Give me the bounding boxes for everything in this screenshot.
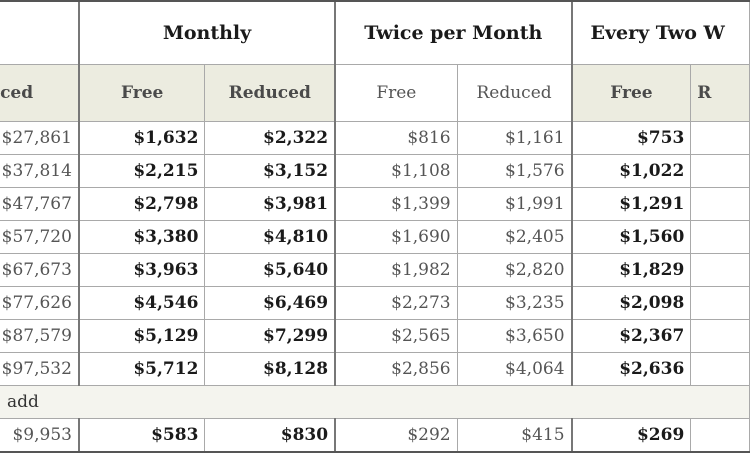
- cell-annual-reduced: $77,626: [0, 286, 80, 320]
- cell-monthly-free: $3,380: [77, 220, 206, 254]
- cell-annual-reduced: $87,579: [0, 319, 80, 353]
- cell-monthly-free: $5,129: [77, 319, 206, 353]
- cell-annual-reduced: $37,814: [0, 154, 80, 188]
- cell-biweekly-reduced: [690, 121, 750, 155]
- cell-biweekly-free: $1,022: [570, 154, 692, 188]
- cell-biweekly-reduced: [690, 418, 750, 453]
- cell-annual-reduced: $57,720: [0, 220, 80, 254]
- cell-monthly-free: $2,215: [77, 154, 206, 188]
- subheader-row: educed Free Reduced Free Reduced Free R: [0, 64, 750, 122]
- cell-biweekly-free: $1,560: [570, 220, 692, 254]
- subheader-monthly-free: Free: [77, 64, 206, 122]
- cell-twice-reduced: $415: [456, 418, 573, 453]
- cell-annual-reduced: $9,953: [0, 418, 80, 453]
- subheader-monthly-reduced: Reduced: [204, 64, 336, 122]
- cell-biweekly-free: $2,098: [570, 286, 692, 320]
- header-group-first: [0, 0, 80, 65]
- cell-twice-reduced: $2,405: [456, 220, 573, 254]
- cell-monthly-reduced: $6,469: [204, 286, 336, 320]
- cell-annual-reduced: $27,861: [0, 121, 80, 155]
- cell-biweekly-reduced: [690, 352, 750, 386]
- table-row: $47,767 $2,798 $3,981 $1,399 $1,991 $1,2…: [0, 187, 750, 221]
- cell-biweekly-free: $2,367: [570, 319, 692, 353]
- cell-twice-free: $1,690: [334, 220, 458, 254]
- cell-monthly-free: $583: [77, 418, 206, 453]
- subheader-twice-free: Free: [334, 64, 458, 122]
- cell-monthly-reduced: $8,128: [204, 352, 336, 386]
- cell-biweekly-free: $1,829: [570, 253, 692, 287]
- cell-biweekly-free: $1,291: [570, 187, 692, 221]
- table-row: $87,579 $5,129 $7,299 $2,565 $3,650 $2,3…: [0, 319, 750, 353]
- cell-twice-reduced: $1,576: [456, 154, 573, 188]
- cell-twice-reduced: $4,064: [456, 352, 573, 386]
- cell-monthly-free: $5,712: [77, 352, 206, 386]
- header-twice-per-month: Twice per Month: [334, 0, 573, 65]
- cell-biweekly-free: $269: [570, 418, 692, 453]
- subheader-last: R: [690, 64, 750, 122]
- cell-twice-free: $816: [334, 121, 458, 155]
- table-row: $37,814 $2,215 $3,152 $1,108 $1,576 $1,0…: [0, 154, 750, 188]
- cell-twice-free: $292: [334, 418, 458, 453]
- header-every-two-weeks: Every Two W: [570, 0, 750, 65]
- cell-monthly-free: $2,798: [77, 187, 206, 221]
- cell-biweekly-reduced: [690, 154, 750, 188]
- table-row: $97,532 $5,712 $8,128 $2,856 $4,064 $2,6…: [0, 352, 750, 386]
- cell-monthly-reduced: $3,152: [204, 154, 336, 188]
- cell-monthly-free: $3,963: [77, 253, 206, 287]
- table-row: $77,626 $4,546 $6,469 $2,273 $3,235 $2,0…: [0, 286, 750, 320]
- cell-monthly-reduced: $7,299: [204, 319, 336, 353]
- cell-monthly-reduced: $4,810: [204, 220, 336, 254]
- cell-twice-free: $1,399: [334, 187, 458, 221]
- subheader-first: educed: [0, 64, 80, 122]
- cell-twice-reduced: $1,991: [456, 187, 573, 221]
- income-eligibility-table: Monthly Twice per Month Every Two W educ…: [0, 0, 750, 453]
- table-row-additional: $9,953 $583 $830 $292 $415 $269: [0, 418, 750, 453]
- header-group-row: Monthly Twice per Month Every Two W: [0, 0, 750, 65]
- cell-biweekly-free: $753: [570, 121, 692, 155]
- cell-monthly-reduced: $3,981: [204, 187, 336, 221]
- table-wrapper: Monthly Twice per Month Every Two W educ…: [0, 0, 750, 453]
- cell-annual-reduced: $97,532: [0, 352, 80, 386]
- cell-biweekly-reduced: [690, 319, 750, 353]
- cell-annual-reduced: $47,767: [0, 187, 80, 221]
- cell-monthly-reduced: $830: [204, 418, 336, 453]
- cell-twice-reduced: $1,161: [456, 121, 573, 155]
- additional-member-note-row: ber, add: [0, 385, 750, 419]
- cell-twice-free: $2,565: [334, 319, 458, 353]
- table-row: $67,673 $3,963 $5,640 $1,982 $2,820 $1,8…: [0, 253, 750, 287]
- cell-twice-free: $2,856: [334, 352, 458, 386]
- cell-monthly-free: $4,546: [77, 286, 206, 320]
- cell-twice-reduced: $2,820: [456, 253, 573, 287]
- cell-twice-free: $1,982: [334, 253, 458, 287]
- cell-biweekly-reduced: [690, 286, 750, 320]
- subheader-twice-reduced: Reduced: [456, 64, 573, 122]
- additional-member-note: ber, add: [0, 385, 750, 419]
- header-monthly: Monthly: [77, 0, 336, 65]
- cell-annual-reduced: $67,673: [0, 253, 80, 287]
- cell-twice-reduced: $3,235: [456, 286, 573, 320]
- table-row: $27,861 $1,632 $2,322 $816 $1,161 $753: [0, 121, 750, 155]
- cell-biweekly-reduced: [690, 187, 750, 221]
- cell-monthly-reduced: $2,322: [204, 121, 336, 155]
- cell-twice-reduced: $3,650: [456, 319, 573, 353]
- cell-monthly-reduced: $5,640: [204, 253, 336, 287]
- table-row: $57,720 $3,380 $4,810 $1,690 $2,405 $1,5…: [0, 220, 750, 254]
- cell-twice-free: $2,273: [334, 286, 458, 320]
- cell-biweekly-free: $2,636: [570, 352, 692, 386]
- subheader-biweekly-free: Free: [570, 64, 692, 122]
- cell-biweekly-reduced: [690, 220, 750, 254]
- cell-twice-free: $1,108: [334, 154, 458, 188]
- cell-monthly-free: $1,632: [77, 121, 206, 155]
- cell-biweekly-reduced: [690, 253, 750, 287]
